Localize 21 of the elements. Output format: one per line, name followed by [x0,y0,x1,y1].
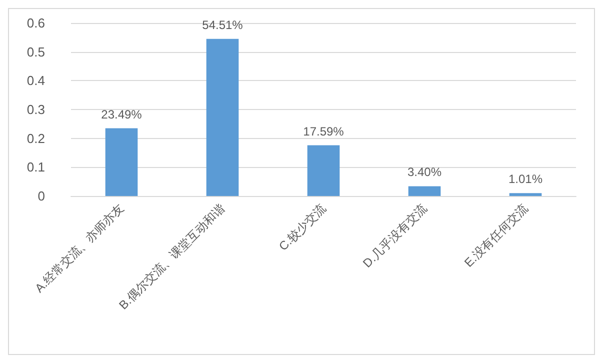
x-tick-label: D.几乎没有交流 [360,201,430,270]
bar [509,193,542,196]
data-label: 54.51% [202,18,244,32]
data-label: 3.40% [407,165,442,180]
y-tick-label: 0 [38,188,45,204]
bar [408,186,441,196]
x-tick-label: A.经常交流、亦师亦友 [32,201,126,296]
y-tick-label: 0.2 [26,130,45,146]
data-label: 1.01% [508,172,543,186]
y-tick-label: 0.1 [26,160,45,175]
data-label: 17.59% [303,124,344,138]
x-tick-label: C.较少交流 [276,201,328,254]
data-label: 23.49% [101,107,142,122]
bar [307,145,340,196]
bar [105,128,138,196]
y-tick-label: 0.4 [26,73,45,88]
x-tick-label: E.没有任何交流 [462,201,530,270]
y-tick-label: 0.6 [26,16,45,30]
y-tick-label: 0.3 [26,102,45,117]
y-tick-label: 0.5 [26,44,45,60]
bar [206,38,239,196]
